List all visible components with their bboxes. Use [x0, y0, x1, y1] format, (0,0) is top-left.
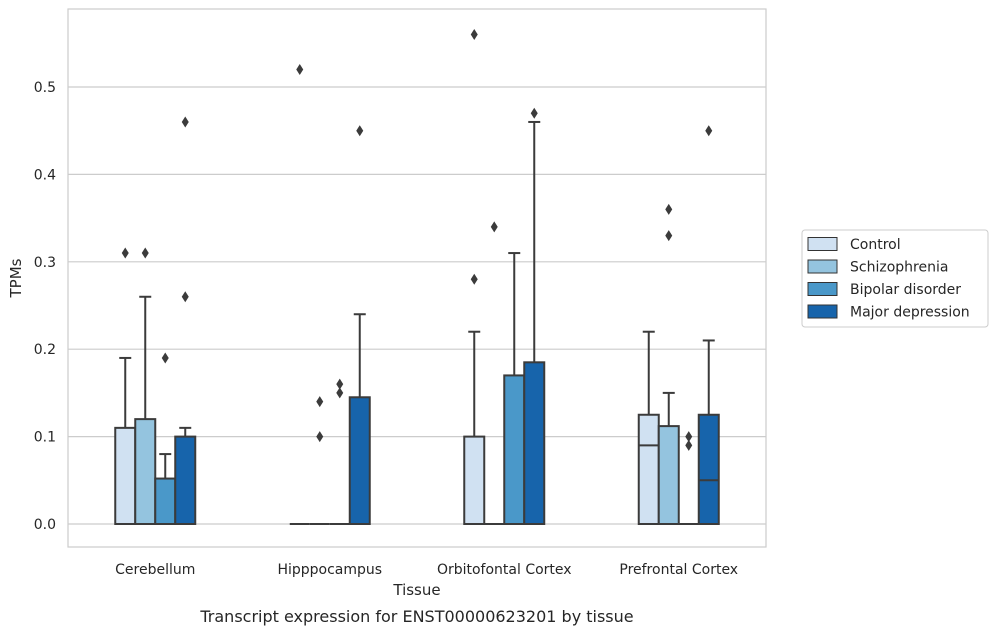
y-tick-label: 0.0 [34, 517, 56, 533]
box-group [697, 125, 720, 525]
chart-caption: Transcript expression for ENST0000062320… [199, 607, 633, 626]
box-group [174, 116, 197, 526]
plot-frame [67, 8, 767, 548]
outlier-point [141, 247, 149, 259]
legend-label: Schizophrenia [850, 260, 948, 276]
outlier-point [665, 230, 673, 242]
box-group [484, 221, 505, 525]
outlier-point [665, 203, 673, 215]
outlier-point [161, 352, 169, 364]
outlier-point [530, 107, 538, 119]
y-axis-label: TPMs [7, 258, 25, 298]
box-group [154, 352, 177, 525]
box-group [463, 29, 486, 526]
y-axis-ticks: 0.0 0.1 0.2 0.3 0.4 0.5 [34, 80, 56, 533]
x-tick-label: Hipppocampus [277, 562, 382, 578]
box [637, 413, 660, 525]
box-group [523, 107, 546, 525]
x-tick-label: Prefrontal Cortex [619, 562, 738, 578]
y-tick-label: 0.2 [34, 342, 56, 358]
box-group [114, 247, 137, 525]
box [134, 418, 157, 525]
x-tick-label: Cerebellum [115, 562, 195, 578]
outlier-point [470, 29, 478, 41]
legend-frame [801, 229, 989, 328]
y-tick-label: 0.5 [34, 80, 56, 96]
legend-swatch [807, 237, 838, 251]
y-tick-label: 0.3 [34, 255, 56, 271]
outlier-point [316, 396, 324, 408]
box [348, 396, 371, 525]
outlier-point [356, 125, 364, 137]
box-group [289, 64, 310, 525]
box-group [309, 396, 330, 525]
outlier-point [490, 221, 498, 233]
box-group [678, 431, 699, 525]
box [174, 435, 197, 526]
y-tick-label: 0.1 [34, 430, 56, 446]
box-group [348, 125, 371, 525]
box [523, 361, 546, 525]
outlier-point [685, 439, 693, 451]
outlier-point [336, 387, 344, 399]
legend-swatch [807, 304, 838, 319]
legend-swatch [807, 282, 838, 296]
box-group [329, 378, 350, 525]
x-axis-label: Tissue [392, 581, 440, 599]
box-group [503, 252, 526, 526]
legend-swatch [807, 259, 838, 274]
boxes [114, 29, 720, 526]
box-group [657, 203, 680, 525]
box [697, 413, 720, 525]
box-group [134, 247, 157, 525]
legend: Control Schizophrenia Bipolar disorder Majo… [801, 229, 989, 328]
outlier-point [705, 125, 713, 137]
box-group [637, 330, 660, 525]
legend-label: Major depression [850, 305, 970, 321]
outlier-point [181, 291, 189, 303]
legend-label: Control [850, 237, 901, 253]
outlier-point [470, 273, 478, 285]
outlier-point [181, 116, 189, 128]
outlier-point [336, 378, 344, 390]
box [503, 374, 526, 526]
box [657, 425, 680, 525]
x-tick-label: Orbitofontal Cortex [437, 562, 572, 578]
box [154, 477, 177, 525]
box [463, 435, 486, 526]
outlier-point [685, 431, 693, 443]
outlier-point [316, 431, 324, 443]
legend-label: Bipolar disorder [850, 282, 961, 298]
box [114, 426, 137, 525]
outlier-point [296, 64, 304, 76]
outlier-point [121, 247, 129, 259]
x-axis-ticks: Cerebellum Hipppocampus Orbitofontal Corte… [115, 562, 738, 578]
y-tick-label: 0.4 [34, 167, 56, 183]
